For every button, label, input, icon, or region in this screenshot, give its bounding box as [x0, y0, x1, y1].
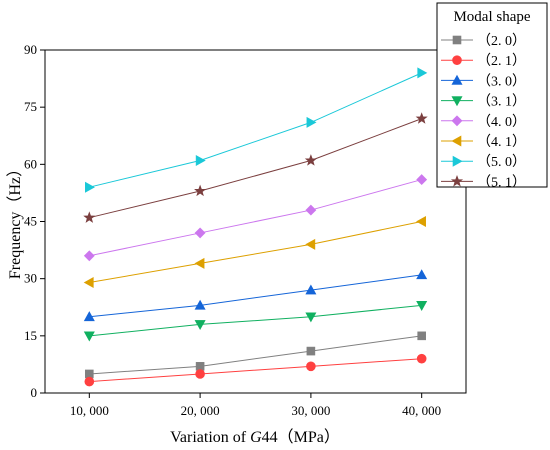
series-line: [89, 274, 422, 318]
data-point: [195, 362, 205, 371]
legend-item: （5. 1）: [441, 174, 526, 190]
series-line: [89, 335, 422, 375]
data-point: [194, 299, 206, 310]
series-line: [89, 221, 422, 283]
data-point: [416, 353, 427, 364]
y-tick-label: 30: [24, 271, 37, 286]
data-point: [416, 301, 428, 311]
data-point: [194, 227, 206, 239]
series-line: [89, 118, 422, 219]
legend-title: Modal shape: [453, 9, 530, 25]
legend-marker: [452, 155, 463, 167]
legend-label: （2. 1）: [477, 53, 526, 69]
data-point: [415, 112, 428, 124]
data-point: [83, 331, 95, 342]
y-axis-title: Frequency（Hz）: [6, 161, 24, 279]
data-point: [194, 257, 205, 269]
data-point: [84, 376, 95, 387]
legend-label: （3. 0）: [477, 73, 526, 89]
legend-label: （5. 1）: [477, 174, 526, 190]
legend-item: （4. 1）: [441, 134, 526, 150]
series: [85, 67, 428, 193]
series: [83, 174, 428, 262]
data-point: [85, 181, 95, 193]
series-layer: [83, 67, 428, 387]
data-point: [416, 174, 428, 186]
data-point: [306, 361, 316, 372]
legend-marker: [450, 175, 464, 187]
legend-label: （3. 1）: [477, 94, 526, 110]
legend-item: （5. 0）: [441, 154, 526, 170]
x-title-suffix: 44（MPa）: [262, 428, 340, 446]
data-point: [305, 238, 316, 250]
x-tick-label: 40, 000: [402, 403, 441, 418]
x-axis-title: Variation of G44（MPa）: [170, 428, 340, 446]
data-point: [83, 311, 95, 322]
legend-marker: [452, 35, 462, 45]
axes: 0 15 30 45 60 75 90 10, 000 20, 000 30, 000 40, 00…: [24, 42, 467, 418]
series: [83, 301, 428, 342]
y-tick-label: 15: [24, 328, 37, 343]
series: [85, 331, 426, 379]
data-point: [304, 154, 317, 166]
data-point: [194, 320, 206, 331]
series-line: [89, 358, 422, 383]
series: [83, 112, 428, 223]
data-point: [83, 250, 95, 262]
legend-item: （3. 0）: [441, 73, 526, 89]
series-line: [89, 179, 422, 257]
legend-marker: [451, 74, 463, 85]
data-point: [83, 276, 94, 288]
legend-label: （5. 0）: [477, 154, 526, 170]
y-tick-label: 45: [24, 214, 37, 229]
data-point: [195, 155, 206, 167]
data-point: [416, 269, 428, 280]
data-point: [195, 369, 205, 379]
data-point: [306, 116, 317, 128]
legend-marker: [451, 115, 463, 127]
legend-marker: [452, 55, 462, 66]
legend-box: [436, 2, 548, 188]
legend: Modal shape （2. 0） （2. 1） （3. 0） （3. 1） （4. 0…: [436, 2, 548, 190]
data-point: [83, 211, 96, 223]
series: [84, 353, 427, 387]
legend-marker: [451, 96, 463, 107]
series: [83, 269, 428, 322]
x-tick-label: 30, 000: [291, 403, 330, 418]
data-point: [416, 215, 426, 228]
y-tick-label: 75: [24, 99, 37, 114]
legend-marker: [451, 135, 462, 147]
data-point: [305, 312, 317, 323]
data-point: [417, 67, 428, 79]
x-tick-label: 10, 000: [70, 403, 109, 418]
data-point: [194, 184, 207, 197]
y-tick-label: 0: [31, 385, 38, 400]
series: [83, 215, 426, 288]
legend-item: （4. 0）: [441, 114, 526, 130]
data-point: [305, 284, 317, 295]
x-tick-label: 20, 000: [181, 403, 220, 418]
y-tick-label: 90: [24, 42, 37, 57]
data-point: [305, 204, 317, 216]
legend-item: （3. 1）: [441, 94, 526, 110]
series-line: [89, 72, 422, 188]
legend-label: （4. 1）: [477, 134, 526, 150]
y-tick-label: 60: [24, 156, 37, 171]
series-line: [89, 304, 422, 337]
data-point: [85, 369, 94, 379]
legend-label: （2. 0）: [477, 33, 526, 49]
legend-item: （2. 1）: [441, 53, 526, 69]
data-point: [306, 346, 316, 356]
data-point: [417, 331, 426, 341]
legend-label: （4. 0）: [477, 114, 526, 130]
x-title-symbol: G: [250, 429, 262, 446]
x-title-prefix: Variation of: [170, 429, 250, 446]
legend-item: （2. 0）: [441, 33, 526, 49]
